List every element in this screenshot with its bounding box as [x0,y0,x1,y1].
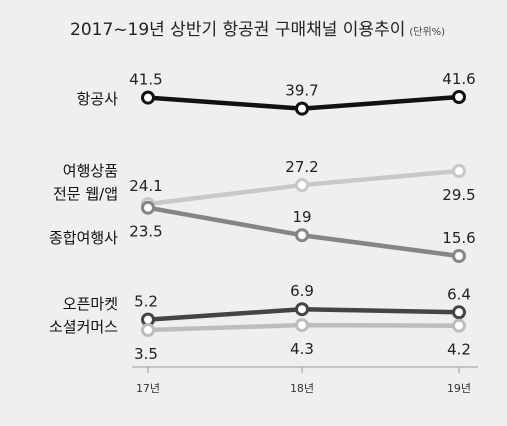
series-name: 전문 웹/앱 [53,185,118,203]
x-axis-ticks: 17년 18년 19년 [136,367,471,395]
value-label: 5.2 [134,293,158,311]
x-tick-label: 18년 [290,382,314,395]
value-label: 6.9 [290,282,314,300]
data-point [295,101,309,116]
value-label: 41.5 [129,71,162,89]
chart-title: 2017~19년 상반기 항공권 구매채널 이용추이 [70,20,405,40]
value-label: 29.5 [442,186,475,204]
data-point [141,200,155,215]
value-label: 6.4 [447,285,471,303]
value-label: 41.6 [442,70,475,88]
value-label: 4.3 [290,340,314,358]
value-label: 3.5 [134,345,158,363]
series-points [141,90,466,337]
x-tick-label: 19년 [447,382,471,395]
value-labels: 41.5 39.7 41.6 24.1 27.2 29.5 23.5 19 15.6 5.2 6.9… [129,70,475,363]
series-name: 항공사 [77,90,119,108]
data-point [295,228,309,243]
data-point [295,178,309,193]
data-point [141,90,155,105]
series-name: 오픈마켓 [63,295,118,313]
data-point [452,305,466,320]
data-point [452,163,466,178]
series-name: 여행상품 [63,162,118,180]
unit-label: (단위%) [409,25,445,38]
value-label: 4.2 [447,341,471,359]
data-point [452,318,466,333]
data-point [452,90,466,104]
value-label: 27.2 [285,158,318,176]
data-point [452,249,466,264]
value-label: 19 [292,208,311,226]
data-point [295,302,309,317]
series-name: 종합여행사 [49,229,118,247]
data-point [141,323,155,337]
x-tick-label: 17년 [136,382,160,395]
value-label: 24.1 [129,177,162,195]
value-label: 15.6 [442,229,475,247]
data-point [295,318,309,333]
value-label: 39.7 [285,82,318,100]
value-label: 23.5 [129,223,162,241]
series-name: 소셜커머스 [49,318,118,336]
